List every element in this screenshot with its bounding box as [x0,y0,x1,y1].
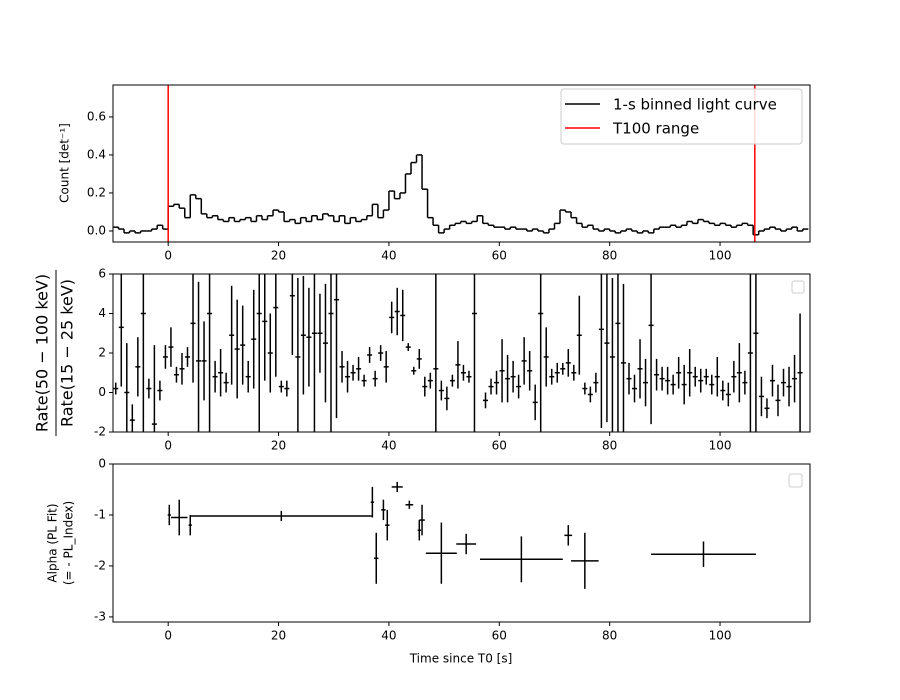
plot-area [113,274,803,432]
y-tick-label: 6 [98,267,106,281]
x-tick-label: 60 [492,439,507,453]
x-axis-label: Time since T0 [s] [409,652,513,666]
y-tick-label: 4 [98,306,106,320]
legend [560,88,803,145]
x-tick-label: 0 [164,439,172,453]
y-tick-label: 2 [98,346,106,360]
x-tick-label: 20 [271,249,286,263]
y-tick-label: 0 [98,385,106,399]
x-tick-label: 0 [164,629,172,643]
x-tick-label: 20 [271,629,286,643]
x-tick-label: 100 [709,249,732,263]
x-tick-label: 60 [492,629,507,643]
y-tick-label: -2 [94,425,106,439]
y-tick-label: 0.0 [87,223,106,237]
y-tick-label: -1 [94,507,106,521]
legend-label: T100 range [612,120,699,138]
y-axis-label: (= - PL_Index) [62,501,76,585]
y-axis-label-numerator: Rate(50 − 100 keV) [33,274,52,432]
x-tick-label: 80 [602,249,617,263]
y-tick-label: 0.6 [87,109,106,123]
axes-frame [112,273,811,433]
plot-area [113,85,809,242]
axes-frame [112,84,811,243]
legend-box [791,280,805,294]
x-tick-label: 80 [602,439,617,453]
x-tick-label: 60 [492,249,507,263]
legend-label: 1-s binned light curve [613,96,777,114]
legend-box [788,473,803,488]
x-tick-label: 100 [709,439,732,453]
y-tick-label: 0 [98,457,106,471]
y-tick-label: 0.4 [87,147,106,161]
y-axis-label: Alpha (PL Fit) [46,503,60,582]
y-tick-label: 0.2 [87,185,106,199]
x-tick-label: 20 [271,439,286,453]
axes-frame [112,463,811,623]
y-tick-label: -3 [94,609,106,623]
x-tick-label: 100 [709,629,732,643]
x-tick-label: 40 [381,439,396,453]
plot-area [167,481,756,589]
x-tick-label: 0 [164,249,172,263]
x-tick-label: 80 [602,629,617,643]
x-tick-label: 40 [381,629,396,643]
y-axis-label-denominator: Rate(15 − 25 keV) [58,279,77,427]
y-tick-label: -2 [94,558,106,572]
y-axis-label: Count [det⁻¹] [58,123,72,203]
x-tick-label: 40 [381,249,396,263]
